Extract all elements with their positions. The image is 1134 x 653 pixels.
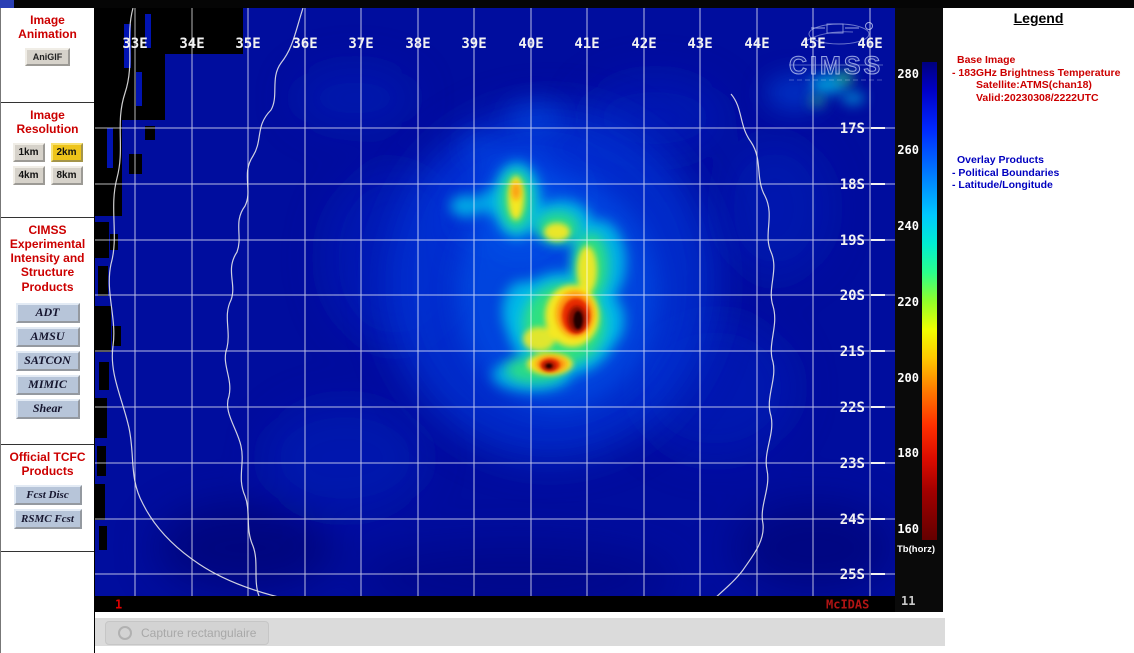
colorbar-unit-label: Tb(horz) [897, 544, 935, 555]
coastline-africa [224, 7, 304, 613]
experimental-products-list: ADT AMSU SATCON MIMIC Shear [1, 302, 94, 419]
colorbar-tick: 280 [897, 67, 919, 81]
base-image-line: - 183GHz Brightness Temperature [952, 66, 1121, 79]
lon-label: 40E [518, 36, 543, 52]
base-image-line: Satellite:ATMS(chan18) [976, 79, 1092, 91]
frame-total: 11 [901, 594, 916, 608]
lat-label: 22S [840, 400, 865, 416]
legend-panel: Legend Base Image - 183GHz Brightness Te… [943, 8, 1134, 653]
fcst-disc-button[interactable]: Fcst Disc [13, 485, 82, 506]
overlay-line: - Political Boundaries [952, 166, 1060, 179]
coastlines [108, 7, 776, 613]
capture-icon [118, 626, 132, 640]
colorbar-tick: 240 [897, 219, 919, 233]
colorbar-tick: 160 [897, 522, 919, 536]
lat-label: 17S [840, 121, 865, 137]
cimss-logo-text: CIMSS [789, 52, 883, 80]
lon-label: 34E [179, 36, 204, 52]
lat-label: 25S [840, 567, 865, 583]
lon-label: 33E [122, 36, 147, 52]
cimss-logo: CIMSS [789, 22, 883, 81]
lon-label: 43E [687, 36, 712, 52]
satcon-button[interactable]: SATCON [15, 350, 80, 371]
overlay-line: - Latitude/Longitude [952, 179, 1053, 191]
legend-base-image-block: Base Image - 183GHz Brightness Temperatu… [952, 54, 1120, 104]
lon-label: 46E [857, 36, 882, 52]
capture-toolbar: Capture rectangulaire [95, 618, 945, 646]
satellite-map: 33E 34E 35E 36E 37E 38E 39E 40E 41E 42E … [95, 7, 895, 613]
frame-strip: 1 McIDAS [95, 596, 895, 612]
colorbar-tick: 220 [897, 295, 919, 309]
window-top-bar [0, 0, 1134, 8]
latlon-grid [95, 8, 895, 596]
amsu-button[interactable]: AMSU [15, 326, 80, 347]
capture-label: Capture rectangulaire [141, 626, 257, 640]
lon-label: 38E [405, 36, 430, 52]
lon-label: 37E [348, 36, 373, 52]
sidebar-section-official-tcfc: Official TCFC Products Fcst Disc RSMC Fc… [1, 445, 94, 552]
base-image-line: Valid:20230308/2222UTC [976, 91, 1099, 104]
lon-label: 42E [631, 36, 656, 52]
section-title-experimental-products: CIMSS Experimental Intensity and Structu… [9, 223, 86, 294]
sidebar-section-image-animation: Image Animation AniGIF [1, 8, 94, 103]
data-gap-slits [107, 14, 151, 168]
lon-label: 44E [744, 36, 769, 52]
section-title-official-tcfc: Official TCFC Products [9, 450, 86, 479]
section-title-image-resolution: Image Resolution [16, 108, 79, 137]
legend-title: Legend [1013, 10, 1064, 26]
lat-label: 21S [840, 344, 865, 360]
sidebar-section-experimental-products: CIMSS Experimental Intensity and Structu… [1, 218, 94, 445]
lat-label: 20S [840, 288, 865, 304]
resolution-button-grid: 1km 2km 4km 8km [1, 143, 94, 186]
rsmc-fcst-button[interactable]: RSMC Fcst [13, 509, 82, 530]
latitude-labels: 17S 18S 19S 20S 21S 22S 23S 24S 25S [840, 121, 885, 583]
colorbar-tick: 180 [897, 446, 919, 460]
legend-overlay-block: Overlay Products - Political Boundaries … [952, 154, 1059, 192]
overlay-heading: Overlay Products [957, 154, 1044, 166]
mimic-button[interactable]: MIMIC [15, 374, 80, 395]
lon-label: 45E [800, 36, 825, 52]
top-bar-accent [0, 0, 14, 8]
colorbar-tick: 260 [897, 143, 919, 157]
lat-label: 19S [840, 233, 865, 249]
lat-label: 18S [840, 177, 865, 193]
lon-label: 41E [574, 36, 599, 52]
base-image-heading: Base Image [957, 54, 1016, 66]
colorbar-tick: 200 [897, 371, 919, 385]
colorbar-gradient [922, 62, 937, 540]
lat-label: 23S [840, 456, 865, 472]
adt-button[interactable]: ADT [15, 302, 80, 323]
res-1km-button[interactable]: 1km [12, 143, 45, 163]
res-4km-button[interactable]: 4km [12, 166, 45, 186]
capture-rectangular-button[interactable]: Capture rectangulaire [105, 621, 270, 645]
mcidas-label: McIDAS [826, 598, 869, 612]
colorbar: 280 260 240 220 200 180 160 Tb(horz) 11 [895, 8, 943, 612]
longitude-labels: 33E 34E 35E 36E 37E 38E 39E 40E 41E 42E … [122, 36, 882, 52]
sidebar-section-image-resolution: Image Resolution 1km 2km 4km 8km [1, 103, 94, 218]
coastline-madagascar [700, 93, 776, 613]
lon-label: 35E [235, 36, 260, 52]
border-zimbabwe-mozambique [108, 7, 348, 613]
sidebar: Image Animation AniGIF Image Resolution … [0, 8, 95, 653]
microwave-image: 33E 34E 35E 36E 37E 38E 39E 40E 41E 42E … [95, 7, 895, 613]
lat-label: 24S [840, 512, 865, 528]
anigif-button[interactable]: AniGIF [24, 48, 71, 67]
lon-label: 36E [292, 36, 317, 52]
frame-number: 1 [115, 598, 122, 612]
lon-label: 39E [461, 36, 486, 52]
res-8km-button[interactable]: 8km [50, 166, 83, 186]
res-2km-button[interactable]: 2km [50, 143, 83, 163]
shear-button[interactable]: Shear [15, 398, 80, 419]
section-title-image-animation: Image Animation [18, 13, 77, 42]
